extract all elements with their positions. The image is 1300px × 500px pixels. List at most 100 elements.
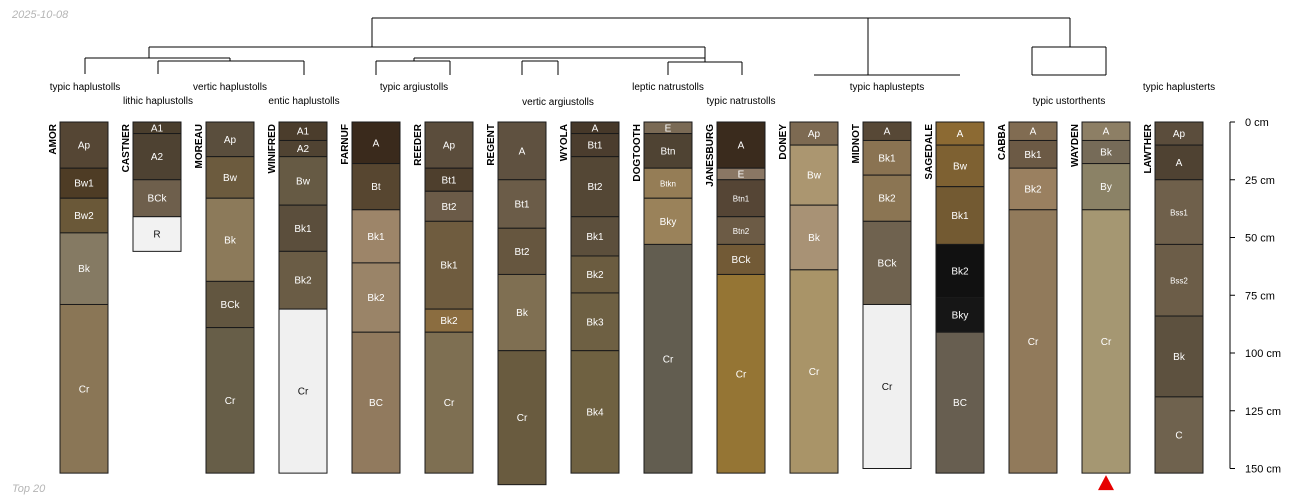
- horizon-block: [424, 121, 474, 169]
- horizon-block: [716, 216, 766, 245]
- horizon-block: [132, 179, 182, 218]
- profile-name: AMOR: [48, 123, 59, 154]
- horizon-label: E: [665, 123, 672, 134]
- profile-name: FARNUF: [340, 124, 351, 165]
- horizon-label: Bk1: [367, 232, 385, 243]
- horizon-label: Bk2: [951, 266, 969, 277]
- horizon-label: Bk: [516, 308, 529, 319]
- axis-tick-label: 25 cm: [1245, 175, 1275, 187]
- profile-name: SAGEDALE: [924, 124, 935, 180]
- profile-name: JANESBURG: [705, 124, 716, 187]
- class-label: entic haplustolls: [268, 96, 339, 107]
- horizon-label: Bk3: [586, 317, 604, 328]
- horizon-label: Bk2: [367, 293, 385, 304]
- horizon-block: [862, 174, 912, 222]
- horizon-label: Bk: [808, 233, 821, 244]
- horizon-block: [1154, 243, 1204, 317]
- profile-name: MOREAU: [194, 124, 205, 168]
- horizon-block: [59, 121, 109, 169]
- horizon-block: [716, 179, 766, 218]
- depth-axis: 0 cm 25 cm 50 cm 75 cm 100 cm 125 cm 150 cm: [1229, 117, 1281, 476]
- horizon-block: [351, 331, 401, 474]
- horizon-label: C: [1175, 431, 1182, 442]
- horizon-label: Bk2: [586, 270, 604, 281]
- horizon-block: [1008, 209, 1058, 474]
- horizon-block: [570, 292, 620, 352]
- horizon-block: [643, 243, 693, 474]
- horizon-label: Bk2: [294, 276, 312, 287]
- soil-profile: A1 A2 Bw Bk1 Bk2 Cr WINIFRED: [267, 121, 328, 474]
- horizon-label: A: [957, 129, 964, 140]
- horizon-block: [132, 216, 182, 252]
- horizon-block: [497, 350, 547, 486]
- horizon-label: BCk: [878, 258, 898, 269]
- profile-name: DONEY: [778, 124, 789, 160]
- soil-profile: A Bt1 Bt2 Bk Cr REGENT: [486, 121, 547, 486]
- horizon-label: Bt1: [514, 200, 529, 211]
- profile-name: DOGTOOTH: [632, 124, 643, 182]
- horizon-block: [935, 331, 985, 474]
- horizon-label: Cr: [809, 367, 820, 378]
- horizon-label: Cr: [444, 398, 455, 409]
- horizon-label: Bk1: [951, 211, 969, 222]
- classification-labels: typic haplustolls lithic haplustolls ver…: [50, 82, 1215, 108]
- horizon-label: Btkn: [660, 180, 676, 189]
- horizon-label: A: [1176, 158, 1183, 169]
- horizon-label: Bw: [223, 173, 238, 184]
- horizon-label: Bk1: [586, 232, 604, 243]
- horizon-label: Bky: [660, 217, 677, 228]
- horizon-label: Bk2: [1024, 184, 1042, 195]
- axis-tick-label: 150 cm: [1245, 464, 1281, 476]
- horizon-label: Bk: [1100, 148, 1113, 159]
- class-label: lithic haplustolls: [123, 96, 193, 107]
- horizon-block: [570, 156, 620, 218]
- class-label: typic haplustepts: [850, 82, 925, 93]
- profiles-group: Ap Bw1 Bw2 Bk Cr AMOR A1 A2 BCk R CASTNER Ap Bw Bk BCk…: [48, 121, 1204, 491]
- horizon-block: [59, 167, 109, 199]
- horizon-block: [643, 197, 693, 245]
- horizon-label: A: [1103, 127, 1110, 138]
- horizon-block: [935, 243, 985, 299]
- horizon-label: Ap: [224, 135, 237, 146]
- profile-name: WAYDEN: [1070, 124, 1081, 167]
- horizon-block: [59, 303, 109, 474]
- horizon-label: Bk1: [1024, 150, 1042, 161]
- horizon-label: Cr: [1028, 337, 1039, 348]
- profile-name: WYOLA: [559, 124, 570, 161]
- horizon-block: [935, 144, 985, 188]
- horizon-label: Cr: [663, 354, 674, 365]
- horizon-label: Bt1: [587, 141, 602, 152]
- horizon-label: Bw1: [74, 179, 94, 190]
- soil-profile: Ap Bt1 Bt2 Bk1 Bk2 Cr REEDER: [413, 121, 474, 474]
- horizon-label: Cr: [79, 384, 90, 395]
- soil-profile: E Btn Btkn Bky Cr DOGTOOTH: [632, 121, 693, 474]
- horizon-label: A1: [151, 123, 164, 134]
- horizon-block: [862, 220, 912, 305]
- horizon-label: BCk: [221, 300, 241, 311]
- horizon-block: [351, 209, 401, 264]
- horizon-label: Ap: [78, 141, 91, 152]
- class-label: typic ustorthents: [1033, 96, 1106, 107]
- soil-profile: A Bt1 Bt2 Bk1 Bk2 Bk3 Bk4 WYOLA: [559, 121, 620, 474]
- horizon-block: [351, 262, 401, 333]
- horizon-block: [424, 220, 474, 310]
- horizon-block: [570, 350, 620, 474]
- horizon-label: Cr: [225, 396, 236, 407]
- horizon-label: A2: [297, 144, 310, 155]
- profile-name: WINIFRED: [267, 124, 278, 173]
- horizon-block: [1081, 209, 1131, 474]
- horizon-label: Bt2: [587, 182, 602, 193]
- date-stamp: 2025-10-08: [11, 9, 69, 21]
- soil-profile: A Bt Bk1 Bk2 BC FARNUF: [340, 121, 401, 474]
- horizon-block: [716, 243, 766, 275]
- class-label: vertic haplustolls: [193, 82, 267, 93]
- soil-profile: Ap Bw Bk BCk Cr MOREAU: [194, 121, 255, 474]
- profile-name: MIDNOT: [851, 124, 862, 163]
- horizon-label: Bk1: [878, 153, 896, 164]
- horizon-block: [59, 232, 109, 305]
- horizon-block: [132, 133, 182, 181]
- horizon-label: A: [373, 138, 380, 149]
- horizon-label: BC: [369, 398, 383, 409]
- horizon-label: Bt2: [514, 247, 529, 258]
- horizon-label: Bw2: [74, 211, 94, 222]
